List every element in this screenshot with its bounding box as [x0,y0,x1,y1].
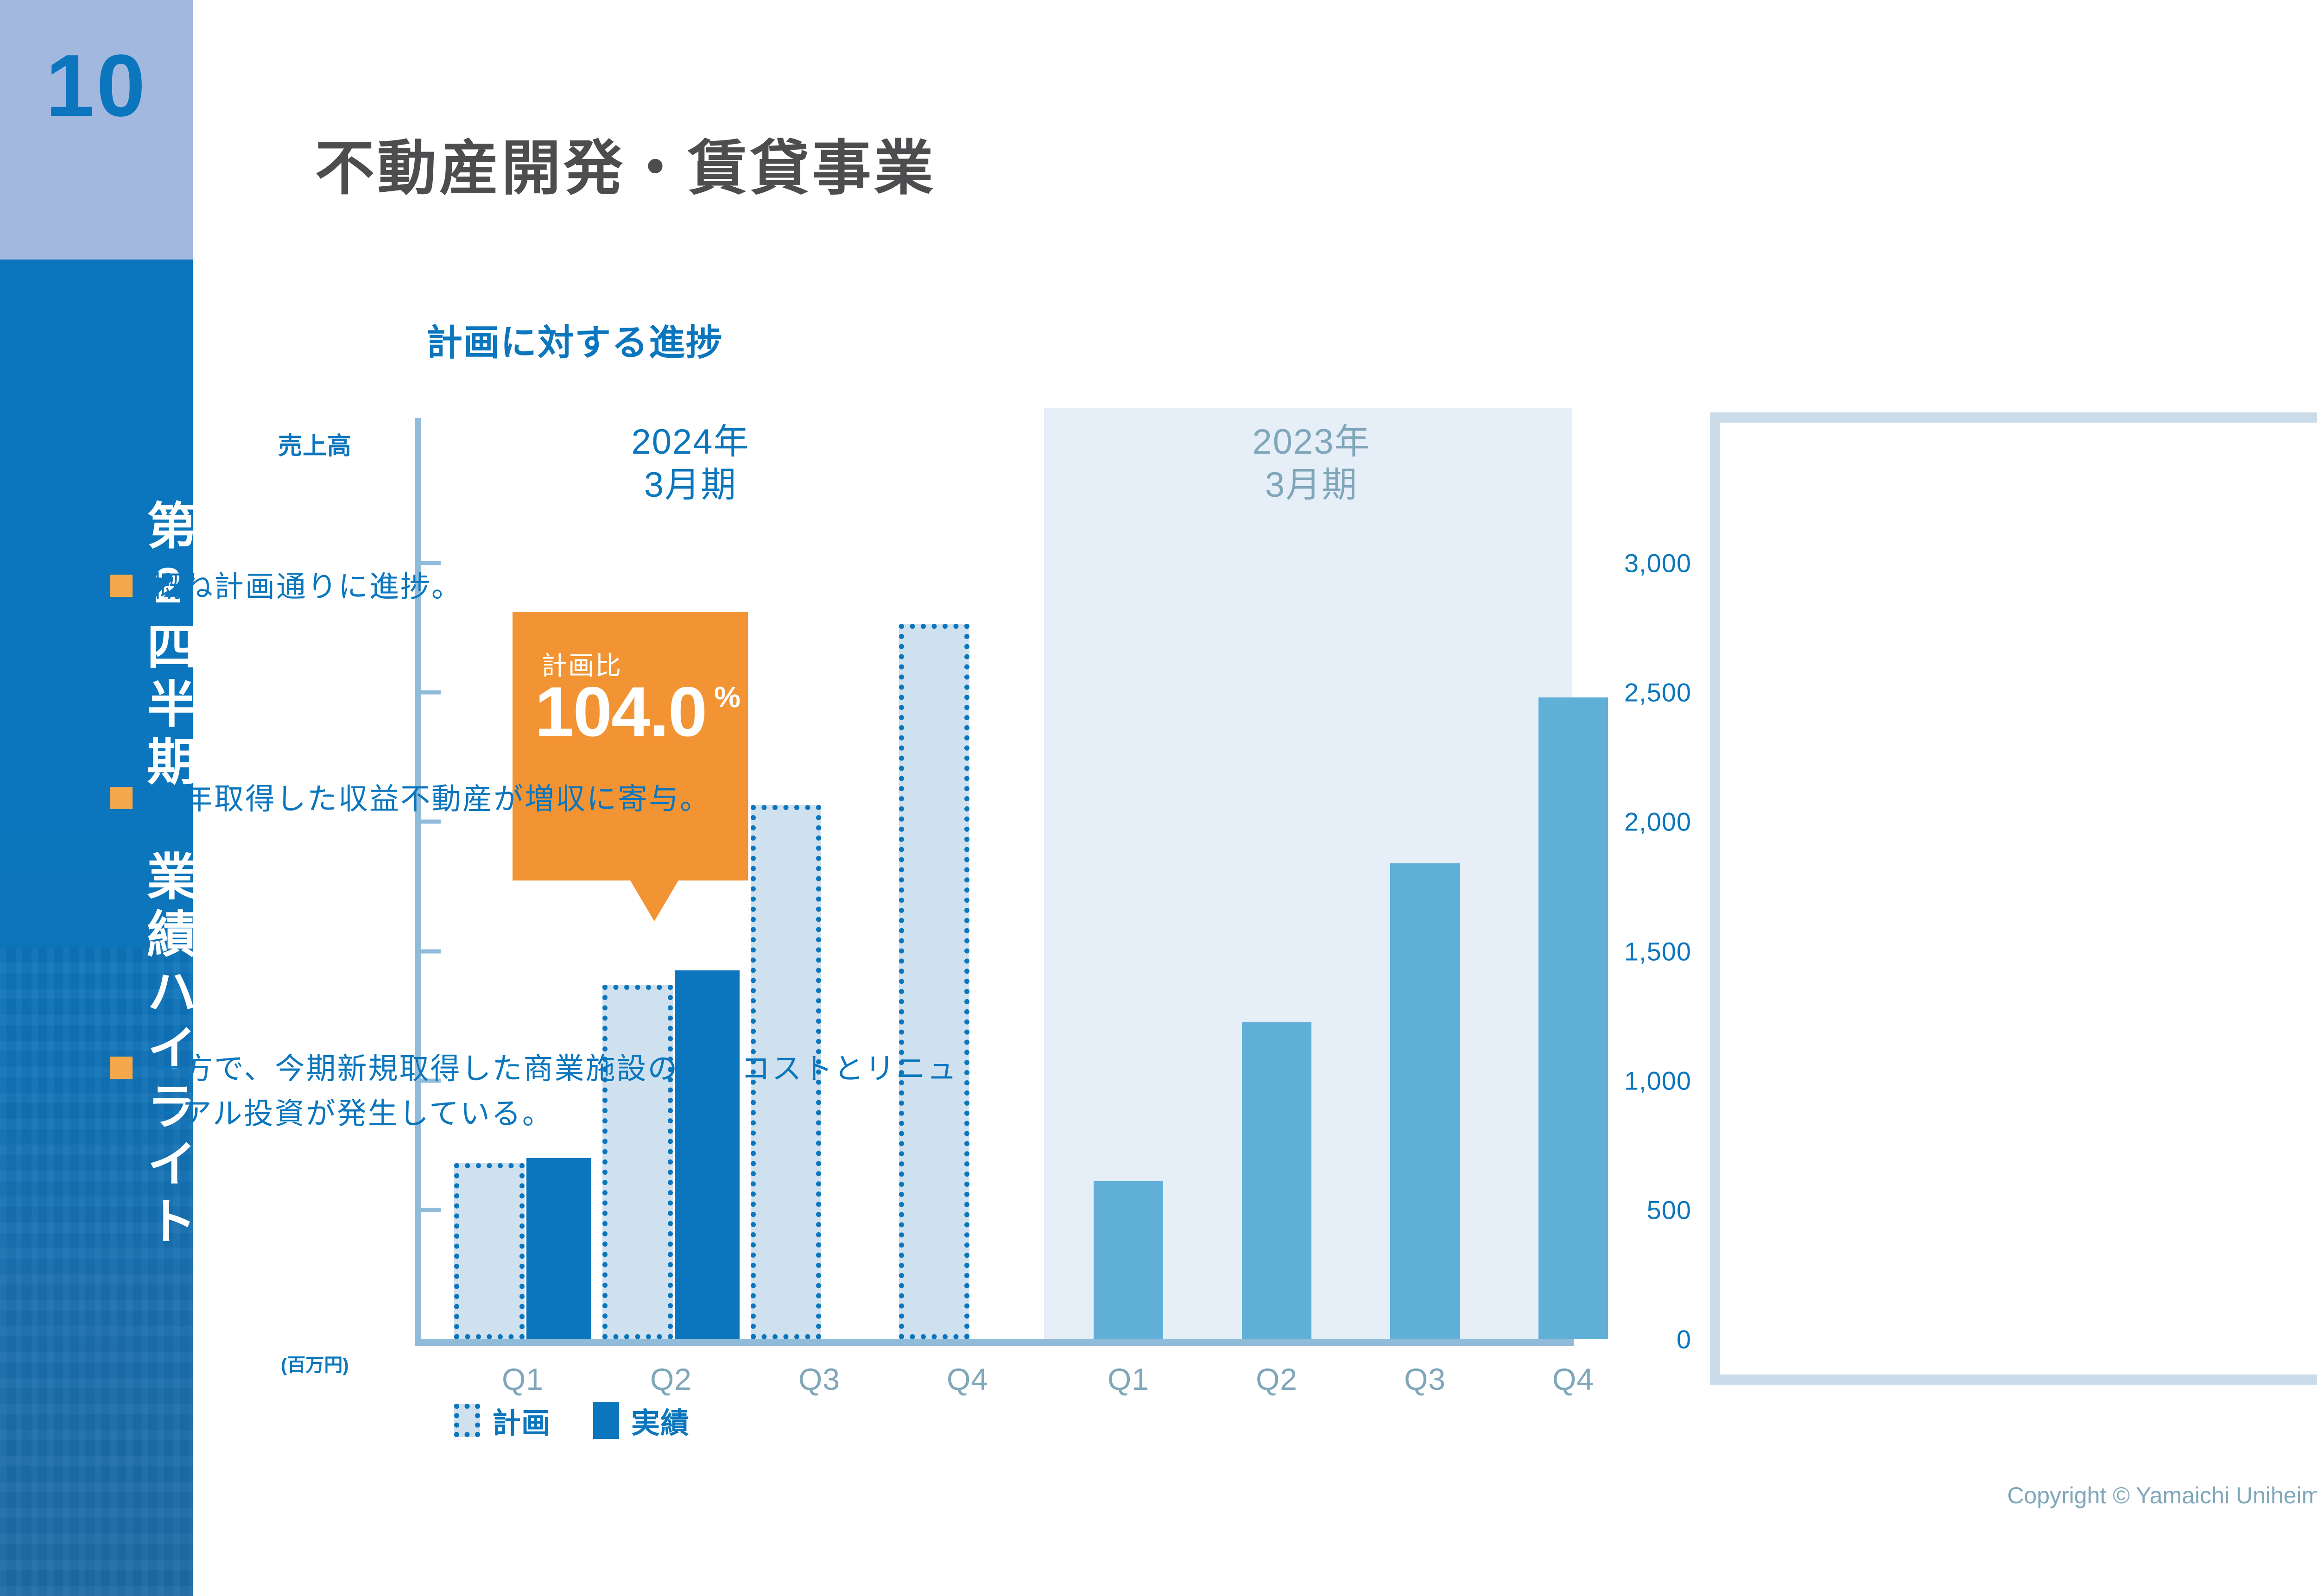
chart-subtitle: 計画に対する進捗 [426,322,723,363]
y-axis-tick-label: 0 [1676,1324,1691,1354]
bullet-text: 概ね計画通りに進捗。 [152,570,462,603]
plan-ratio-callout: 計画比 104.0 % [513,612,748,880]
y-axis-tick-mark [421,690,441,695]
bullet-square-icon [110,1057,133,1079]
list-item: 概ね計画通りに進捗。 [110,564,972,609]
list-item: 一方で、今期新規取得した商業施設の取得コストとリニューアル投資が発生している。 [110,1046,972,1137]
x-axis-label-q1: Q1 [501,1362,544,1396]
bar-actual-2023-Q2 [1242,1022,1311,1339]
x-axis-label-q4: Q4 [946,1362,989,1396]
legend-swatch-plan-icon [454,1404,480,1437]
x-axis-label-q2: Q2 [650,1362,692,1396]
y-axis-tick-mark [421,1208,441,1212]
callout-pointer-triangle [630,880,678,921]
y-axis-tick-label: 500 [1646,1195,1691,1225]
callout-percent-sign: % [714,680,741,714]
callout-label: 計画比 [541,651,622,680]
bar-actual-2023-Q1 [1094,1181,1163,1339]
sales-bar-chart: 売上高 (百万円) 0 500 1,000 1,500 2,000 2,500 3,000 … [278,408,1691,1464]
y-axis-tick-label: 1,500 [1624,937,1691,966]
bar-plan-2024-Q1 [454,1163,525,1339]
page-title: 不動産開発・賃貸事業 [315,135,937,202]
bullet-square-icon [110,787,133,809]
y-axis-line [415,418,421,1345]
page-number: 10 [45,37,147,135]
callout-value: 104.0 [535,672,707,751]
y-axis-unit-label: (百万円) [281,1355,349,1375]
copyright-notice: Copyright © Yamaichi Uniheim Real Estate… [2007,1482,2317,1508]
bar-actual-2023-Q3 [1390,863,1460,1339]
bar-plan-2024-Q3 [751,805,821,1339]
sidebar-photo-texture [0,947,193,1596]
sidebar-vertical-title: 第2四半期 業績ハイライト [140,499,193,1253]
x-axis-label-q3: Q3 [798,1362,841,1396]
period-header-current: 2024年 3月期 [631,422,750,505]
legend-label-actual: 実績 [631,1407,690,1439]
y-axis-tick-label: 3,000 [1624,548,1691,578]
x-axis-label-q2: Q2 [1255,1362,1298,1396]
y-axis-tick-mark [421,561,441,565]
y-axis-tick-mark [421,819,441,824]
sidebar-band: 第2四半期 業績ハイライト [0,260,193,1596]
y-axis-tick-mark [421,1078,441,1083]
x-axis-label-q3: Q3 [1404,1362,1446,1396]
period-header-prior: 2023年 3月期 [1252,422,1371,505]
legend-item-actual[interactable]: 実績 [593,1400,690,1441]
list-item: 昨年取得した収益不動産が増収に寄与。 [110,777,972,822]
x-axis-label-q4: Q4 [1552,1362,1595,1396]
y-axis-title: 売上高 [278,433,352,460]
x-axis-label-q1: Q1 [1107,1362,1150,1396]
bullet-square-icon [110,575,133,597]
bar-actual-2024-Q2 [675,970,740,1339]
commentary-box [1710,412,2317,1385]
bar-plan-2024-Q4 [899,624,969,1339]
bullet-text: 一方で、今期新規取得した商業施設の取得コストとリニューアル投資が発生している。 [152,1052,958,1131]
legend-item-plan[interactable]: 計画 [454,1400,551,1441]
bar-actual-2023-Q4 [1538,697,1608,1339]
y-axis-tick-label: 2,000 [1624,807,1691,836]
sidebar-page-number-block: 10 [0,0,193,260]
bar-plan-2024-Q2 [602,985,673,1339]
bar-actual-2024-Q1 [526,1158,591,1339]
legend-swatch-actual-icon [593,1402,620,1439]
y-axis-tick-label: 2,500 [1624,678,1691,707]
y-axis-tick-mark [421,949,441,953]
chart-legend: 計画 実績 [454,1400,690,1441]
x-axis-line [415,1339,1574,1346]
legend-label-plan: 計画 [492,1407,551,1439]
y-axis-tick-label: 1,000 [1624,1066,1691,1096]
bullet-text: 昨年取得した収益不動産が増収に寄与。 [152,782,711,816]
callout-value-wrapper: 104.0 [535,677,739,747]
